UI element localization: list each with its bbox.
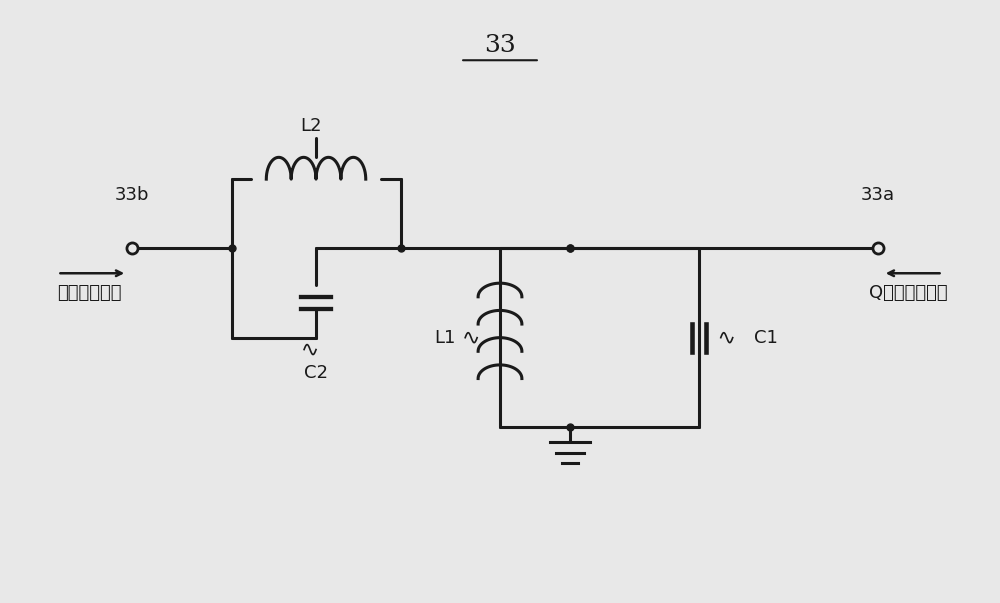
Text: 33: 33 xyxy=(484,34,516,57)
Text: L2: L2 xyxy=(300,116,322,134)
Text: L1: L1 xyxy=(435,329,456,347)
Text: C2: C2 xyxy=(304,364,328,382)
Text: Q因数测量信号: Q因数测量信号 xyxy=(869,284,948,302)
Text: 电力发送信号: 电力发送信号 xyxy=(57,284,122,302)
Text: C1: C1 xyxy=(754,329,777,347)
Text: 33a: 33a xyxy=(861,186,895,204)
Text: 33b: 33b xyxy=(115,186,149,204)
